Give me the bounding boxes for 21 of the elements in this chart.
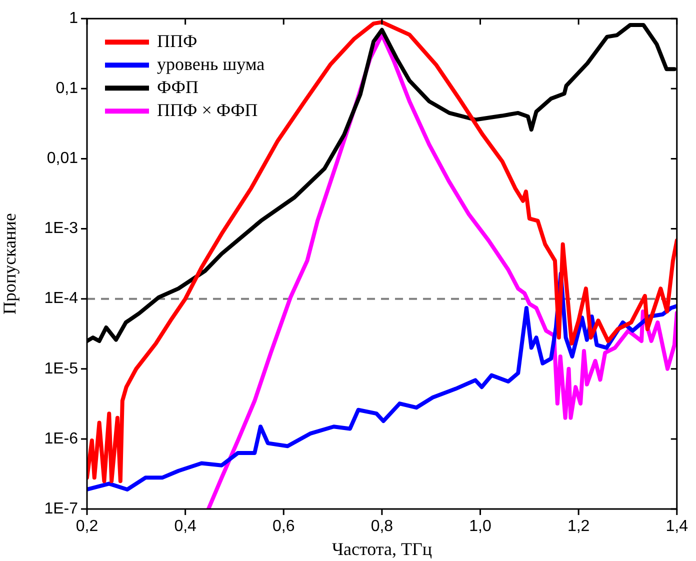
x-tick-label: 1,0	[469, 518, 492, 536]
legend-label: ППФ	[157, 30, 198, 51]
x-tick-label: 1,4	[666, 518, 688, 536]
legend-label: ППФ × ФФП	[157, 100, 258, 120]
x-tick-label: 0,6	[272, 518, 295, 536]
x-tick-label: 1,2	[567, 518, 590, 536]
y-tick-label: 1E-7	[44, 500, 78, 518]
y-axis-title: Пропускание	[0, 213, 20, 314]
y-tick-label: 1E-4	[44, 290, 78, 308]
y-tick-label: 1E-3	[44, 220, 78, 238]
y-tick-label: 0,01	[46, 150, 78, 168]
x-tick-label: 0,2	[76, 518, 98, 536]
x-axis-title: Частота, ТГц	[332, 538, 432, 559]
y-tick-label: 1	[69, 10, 78, 28]
legend-label: уровень шума	[157, 54, 265, 74]
x-tick-label: 0,8	[370, 518, 394, 536]
y-tick-label: 0,1	[56, 80, 78, 98]
y-tick-label: 1E-6	[44, 430, 78, 448]
legend-label: ФФП	[157, 76, 198, 97]
x-tick-label: 0,4	[174, 518, 197, 536]
y-tick-label: 1E-5	[44, 360, 78, 378]
